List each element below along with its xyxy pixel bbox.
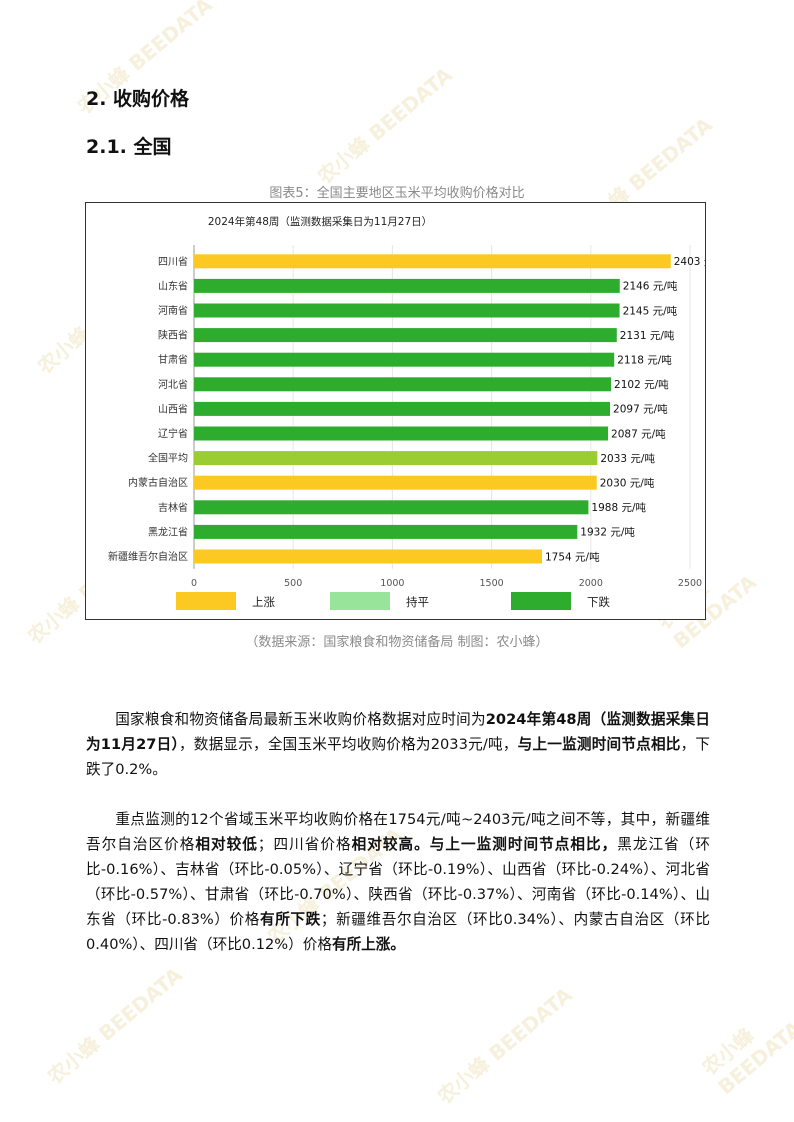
bar	[194, 328, 617, 343]
bar	[194, 401, 611, 416]
data-label: 2087 元/吨	[611, 427, 666, 440]
category-label: 新疆维吾尔自治区	[108, 550, 188, 563]
data-label: 2033 元/吨	[600, 452, 655, 465]
text-run: ，下跌了0.2%。	[86, 736, 710, 778]
bold-run: 2024年第48周（监测数据采集日为11月27日）	[86, 711, 710, 753]
data-label: 1932 元/吨	[580, 526, 635, 539]
watermark: 农小蜂 BEEDATA	[42, 962, 187, 1089]
category-label: 河南省	[158, 304, 188, 317]
data-label: 2118 元/吨	[617, 354, 672, 367]
bar	[194, 426, 609, 441]
bold-run: 有所上涨。	[331, 936, 405, 953]
chart-container: 2024年第48周（监测数据采集日为11月27日） 0 500 1000 1500 200…	[85, 202, 706, 620]
watermark: 农小蜂 BEEDATA	[432, 982, 577, 1109]
bar	[194, 352, 615, 367]
bar-chart: 2024年第48周（监测数据采集日为11月27日） 0 500 1000 1500 200…	[108, 215, 705, 610]
category-label: 四川省	[158, 255, 188, 268]
bar	[194, 500, 589, 515]
category-label: 辽宁省	[158, 427, 188, 440]
bold-run: 有所下跌	[260, 911, 321, 928]
legend-label: 上涨	[252, 595, 275, 609]
text-run: ；四川省价格	[257, 836, 352, 853]
data-label: 2145 元/吨	[623, 304, 678, 317]
bar	[194, 278, 620, 293]
category-label: 全国平均	[148, 452, 188, 465]
watermark: 农小蜂 BEEDATA	[697, 1016, 794, 1100]
data-label: 2102 元/吨	[614, 378, 669, 391]
x-tick-label: 0	[191, 578, 197, 589]
text-run: 重点监测的12个省域玉米平均收购价格在1754元/吨~2403元/吨之间不等，其…	[86, 811, 710, 853]
bold-run: 相对较高。与上一监测时间节点相比，	[351, 836, 618, 853]
text-run: 国家粮食和物资储备局最新玉米收购价格数据对应时间为	[115, 711, 486, 728]
data-label: 2030 元/吨	[600, 477, 655, 490]
data-label: 2131 元/吨	[620, 329, 675, 342]
x-tick-label: 1000	[380, 578, 404, 589]
paragraph-detail: 重点监测的12个省域玉米平均收购价格在1754元/吨~2403元/吨之间不等，其…	[86, 807, 710, 957]
x-tick-label: 500	[284, 578, 302, 589]
section-title: 2. 收购价格	[86, 88, 190, 110]
x-tick-label: 2000	[579, 578, 603, 589]
bar	[194, 549, 542, 564]
data-label: 2146 元/吨	[623, 280, 678, 293]
legend-swatch	[176, 592, 236, 610]
text-run: ；新疆维吾尔自治区（环比0.34%）、内蒙古自治区（环比0.40%）、四川省（环…	[86, 911, 710, 953]
paragraph-summary: 国家粮食和物资储备局最新玉米收购价格数据对应时间为2024年第48周（监测数据采…	[86, 707, 710, 782]
data-label: 2097 元/吨	[613, 403, 668, 416]
legend-label: 下跌	[587, 595, 610, 609]
subsection-title: 2.1. 全国	[86, 136, 172, 158]
category-label: 吉林省	[158, 501, 188, 514]
bar	[194, 254, 671, 269]
category-label: 甘肃省	[158, 353, 188, 366]
category-label: 黑龙江省	[148, 525, 188, 538]
category-label: 内蒙古自治区	[128, 476, 188, 489]
data-label: 1988 元/吨	[591, 501, 646, 514]
bar	[194, 303, 620, 318]
data-label: 1754 元/吨	[545, 550, 600, 563]
bar	[194, 475, 597, 490]
source-caption: （数据来源：国家粮食和物资储备局 制图：农小蜂）	[245, 635, 549, 650]
legend-label: 持平	[406, 595, 429, 609]
bold-run: 相对较低	[195, 836, 258, 853]
figure-caption: 图表5：全国主要地区玉米平均收购价格对比	[269, 186, 525, 201]
data-label: 2403 元/吨	[674, 255, 705, 268]
legend-swatch	[330, 592, 390, 610]
bar	[194, 451, 598, 466]
text-run: ，数据显示，全国玉米平均收购价格为2033元/吨，	[178, 736, 518, 753]
watermark: 农小蜂 BEEDATA	[312, 62, 457, 189]
bold-run: 与上一监测时间节点相比	[517, 736, 681, 753]
category-label: 山东省	[158, 279, 188, 292]
x-tick-label: 2500	[678, 578, 702, 589]
legend-swatch	[511, 592, 571, 610]
chart-title: 2024年第48周（监测数据采集日为11月27日）	[208, 215, 432, 228]
x-tick-label: 1500	[480, 578, 504, 589]
bar	[194, 524, 578, 539]
category-label: 陕西省	[158, 329, 188, 342]
text-run: 黑龙江省（环比-0.16%）、吉林省（环比-0.05%）、辽宁省（环比-0.19…	[86, 836, 710, 928]
category-label: 河北省	[158, 378, 188, 391]
category-label: 山西省	[158, 402, 188, 415]
bar	[194, 377, 612, 392]
